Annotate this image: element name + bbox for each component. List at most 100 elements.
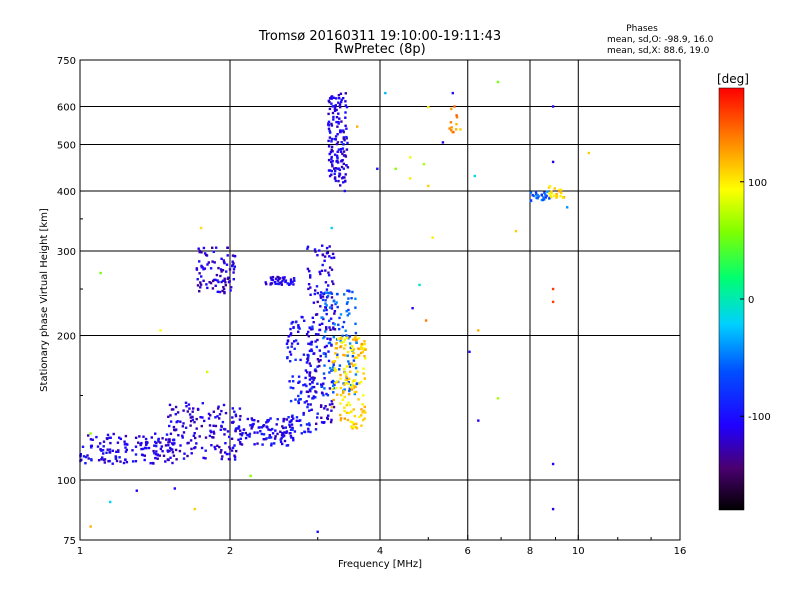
data-point (214, 424, 218, 428)
data-point (322, 372, 326, 375)
data-point (105, 451, 108, 454)
data-point (89, 432, 92, 435)
data-point (189, 419, 193, 423)
data-point (147, 446, 151, 450)
data-point (308, 362, 311, 365)
data-point (196, 284, 200, 287)
data-point (294, 398, 297, 401)
data-point (540, 194, 543, 197)
data-point (337, 337, 340, 340)
data-point (117, 450, 120, 453)
data-point (161, 437, 164, 440)
data-point (321, 253, 325, 256)
data-point (214, 284, 217, 287)
data-point (357, 398, 360, 401)
y-tick-label: 500 (57, 141, 76, 152)
data-point (535, 193, 538, 196)
data-point (339, 150, 343, 153)
data-point (109, 441, 112, 445)
data-point (334, 381, 337, 385)
data-point (343, 395, 346, 399)
data-point (239, 415, 242, 418)
data-point (354, 379, 357, 382)
data-point (270, 276, 273, 280)
data-point (348, 290, 351, 293)
data-point (339, 377, 342, 380)
data-point (514, 229, 518, 233)
data-point (229, 289, 232, 292)
data-point (174, 448, 178, 452)
data-point (275, 423, 278, 426)
data-point (190, 452, 193, 455)
data-point (324, 355, 328, 358)
data-point (548, 192, 551, 195)
data-point (188, 413, 192, 416)
data-point (244, 431, 247, 435)
data-point (114, 456, 118, 459)
data-point (106, 448, 109, 451)
data-point (306, 405, 309, 409)
data-point (288, 423, 291, 426)
data-point (119, 437, 122, 441)
data-point (351, 355, 355, 358)
data-point (325, 326, 328, 329)
data-point (334, 169, 337, 173)
data-point (335, 301, 338, 304)
data-point (204, 449, 207, 452)
data-point (555, 192, 558, 196)
data-point (169, 432, 173, 435)
data-point (155, 444, 158, 448)
x-tick-label: 1 (77, 546, 83, 557)
data-point (211, 279, 215, 283)
data-point (304, 369, 308, 372)
data-point (302, 353, 306, 356)
data-point (175, 458, 178, 461)
data-point (179, 420, 182, 423)
data-point (282, 278, 285, 281)
data-point (203, 267, 207, 270)
data-point (337, 94, 341, 97)
data-point (297, 375, 301, 378)
data-point (269, 428, 272, 432)
data-point (343, 371, 347, 374)
data-point (326, 417, 329, 421)
data-point (297, 324, 300, 327)
data-point (376, 167, 379, 170)
data-point (320, 421, 324, 424)
data-point (256, 442, 259, 445)
data-point (145, 440, 148, 444)
data-point (286, 282, 289, 285)
data-point (226, 246, 229, 249)
data-point (265, 421, 268, 424)
data-point (409, 156, 412, 159)
data-point (238, 418, 242, 421)
data-point (310, 349, 314, 353)
data-point (344, 92, 347, 95)
data-point (145, 447, 148, 450)
data-point (252, 422, 255, 426)
data-point (453, 105, 456, 108)
data-point (227, 276, 230, 279)
data-point (332, 326, 335, 329)
data-point (346, 289, 349, 292)
data-point (172, 454, 176, 457)
data-point (544, 193, 547, 196)
data-point (234, 413, 237, 416)
data-point (330, 160, 333, 164)
data-point (350, 388, 353, 391)
data-point (310, 387, 313, 390)
data-point (341, 129, 344, 132)
data-point (357, 354, 361, 357)
data-point (220, 257, 223, 260)
data-point (346, 418, 350, 422)
data-point (106, 433, 110, 437)
data-point (314, 390, 317, 393)
data-point (342, 391, 345, 394)
data-point (361, 403, 364, 406)
data-point (352, 423, 355, 426)
grid-lines (80, 60, 680, 540)
data-point (320, 269, 324, 272)
data-point (344, 344, 347, 347)
data-point (286, 356, 289, 359)
data-point (292, 386, 295, 390)
